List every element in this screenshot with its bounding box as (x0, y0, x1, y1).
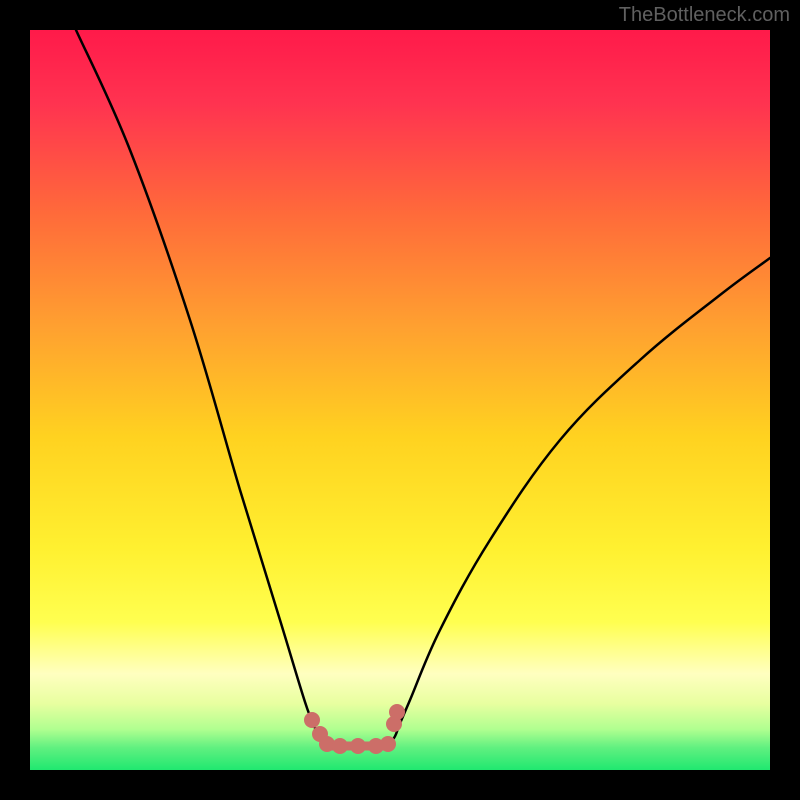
curve-marker (389, 704, 405, 720)
curve-marker (304, 712, 320, 728)
plot-background (30, 30, 770, 770)
chart-svg (0, 0, 800, 800)
curve-marker (332, 738, 348, 754)
curve-marker (380, 736, 396, 752)
curve-marker (350, 738, 366, 754)
watermark-text: TheBottleneck.com (619, 4, 790, 27)
chart-stage: TheBottleneck.com (0, 0, 800, 800)
